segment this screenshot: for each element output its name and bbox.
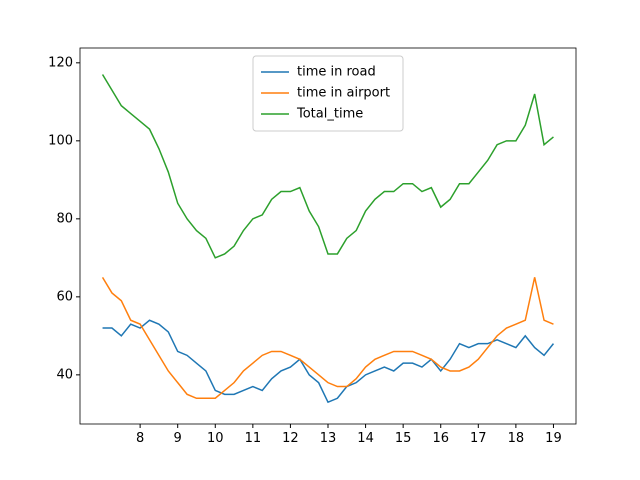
legend: time in road time in airport Total_time <box>252 55 404 132</box>
x-tick-label: 14 <box>357 431 374 446</box>
x-tick-label: 16 <box>432 431 449 446</box>
x-tick-label: 12 <box>282 431 299 446</box>
x-tick-label: 13 <box>320 431 337 446</box>
x-tick-label: 11 <box>245 431 262 446</box>
y-tick-label: 40 <box>56 367 73 382</box>
y-tick-label: 100 <box>48 133 73 148</box>
x-tick-label: 15 <box>395 431 412 446</box>
x-tick-label: 9 <box>174 431 182 446</box>
x-tick-label: 8 <box>136 431 144 446</box>
line-series <box>102 319 555 404</box>
legend-label: time in road <box>297 65 376 80</box>
plot-frame <box>79 47 577 425</box>
line-series <box>101 74 554 259</box>
x-tick-label: 10 <box>207 431 224 446</box>
legend-label: Total_time <box>296 107 363 122</box>
x-tick-label: 19 <box>545 431 562 446</box>
legend-label: time in airport <box>297 86 390 101</box>
y-tick-label: 120 <box>48 55 73 70</box>
x-tick-label: 18 <box>508 431 525 446</box>
y-tick-label: 80 <box>56 211 73 226</box>
line-series <box>101 276 554 400</box>
legend-box <box>252 55 404 132</box>
y-tick-label: 60 <box>56 289 73 304</box>
x-tick-label: 17 <box>470 431 487 446</box>
